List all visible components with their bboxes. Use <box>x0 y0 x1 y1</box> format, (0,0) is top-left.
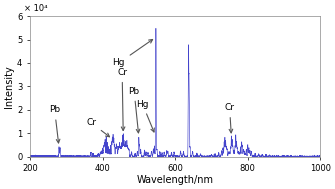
Y-axis label: Intensity: Intensity <box>4 65 14 108</box>
Text: Pb: Pb <box>49 105 60 143</box>
Text: Hg: Hg <box>136 100 154 132</box>
X-axis label: Wavelength/nm: Wavelength/nm <box>137 175 214 185</box>
Text: Cr: Cr <box>86 118 110 137</box>
Text: Hg: Hg <box>113 40 153 67</box>
Text: × 10⁴: × 10⁴ <box>24 4 48 13</box>
Text: Pb: Pb <box>129 87 140 133</box>
Text: Cr: Cr <box>224 103 234 133</box>
Text: Cr: Cr <box>117 68 127 131</box>
